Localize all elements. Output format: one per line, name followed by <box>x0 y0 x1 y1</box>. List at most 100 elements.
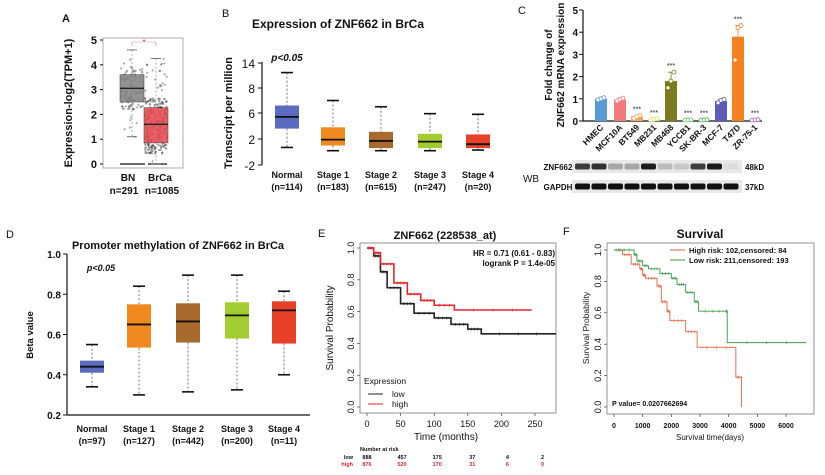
data-point <box>131 103 134 105</box>
logrank-annotation: logrank P = 1.4e-05 <box>482 259 555 268</box>
y-axis-label: Survival Probability <box>581 291 591 364</box>
y-tick-label: 1.0 <box>593 244 603 257</box>
significance-mark: *** <box>684 111 692 118</box>
data-point <box>121 105 124 108</box>
data-point <box>158 100 160 102</box>
p-value-annotation: p<0.05 <box>270 53 303 64</box>
data-point <box>144 147 146 150</box>
replicate-point <box>601 95 607 101</box>
data-point <box>153 103 156 106</box>
risk-value: 876 <box>362 462 371 468</box>
data-point <box>162 145 165 147</box>
data-point <box>151 69 154 72</box>
panel-label-f: F <box>563 226 570 238</box>
chart-title: Survival <box>677 227 724 241</box>
y-tick-label: 14 <box>242 57 256 71</box>
data-point <box>146 71 149 74</box>
significance-mark: *** <box>650 110 658 117</box>
legend-label-high-risk: High risk: 102,censored: 84 <box>689 246 787 255</box>
y-axis-label: Fold change of <box>544 29 555 101</box>
data-point <box>160 147 163 150</box>
y-tick-label: 0.8 <box>346 274 356 287</box>
y-tick-label: 3 <box>572 50 578 61</box>
blot-band <box>624 183 640 190</box>
x-tick-count: (n=114) <box>271 182 302 192</box>
risk-table-title: Number at risk <box>360 447 399 453</box>
x-tick-label: 1000 <box>635 423 651 430</box>
plot-frame <box>359 242 557 414</box>
y-tick-label: 1 <box>91 134 97 146</box>
bar-mb468 <box>665 81 677 121</box>
x-tick-label: 2000 <box>664 423 680 430</box>
data-point <box>121 107 124 110</box>
x-tick-label: 150 <box>460 419 475 429</box>
data-point <box>146 152 149 155</box>
data-point <box>162 58 165 61</box>
data-point <box>161 152 164 155</box>
data-point <box>144 89 147 92</box>
x-tick-label: 50 <box>396 419 406 429</box>
x-tick-label: 200 <box>494 419 509 429</box>
data-point <box>164 146 167 149</box>
data-point <box>150 144 153 147</box>
data-point <box>158 144 161 147</box>
data-point <box>144 149 147 151</box>
box-stage-1-iqr <box>321 127 345 146</box>
y-tick-label: 0 <box>91 159 97 171</box>
data-point <box>128 105 131 108</box>
blot-band <box>608 183 623 190</box>
data-point <box>163 73 166 76</box>
data-point <box>129 126 131 129</box>
data-point <box>122 107 125 110</box>
data-point <box>152 100 155 103</box>
chart-title: ZNF662 (228538_at) <box>394 230 497 242</box>
y-tick-label: 8 <box>248 82 255 96</box>
replicate-point <box>755 117 761 123</box>
blot-band <box>624 163 640 170</box>
x-tick-count: (n=11) <box>271 436 297 446</box>
data-point <box>120 67 123 70</box>
data-point <box>153 147 156 150</box>
data-point <box>131 67 134 70</box>
x-tick-label: Stage 3 <box>221 424 253 434</box>
data-point <box>158 105 161 108</box>
data-point <box>140 70 143 73</box>
replicate-point <box>668 78 674 84</box>
y-tick-label: 0 <box>572 117 578 128</box>
data-point <box>125 71 127 74</box>
replicate-point <box>665 85 671 91</box>
data-point <box>123 128 126 131</box>
x-tick-count: (n=615) <box>365 182 397 192</box>
replicate-point <box>637 113 643 118</box>
y-axis-label: Beta value <box>25 311 36 359</box>
data-point <box>144 150 147 153</box>
box-stage-1-iqr <box>127 304 151 348</box>
data-point <box>157 86 159 89</box>
data-point <box>149 149 152 152</box>
blot-band <box>690 163 706 170</box>
data-point <box>133 69 136 72</box>
x-tick-count: n=291 <box>110 186 139 197</box>
data-point <box>150 150 153 153</box>
x-tick-label: 6000 <box>778 423 794 430</box>
panel-label-c: C <box>518 5 526 17</box>
y-tick-label: 0.6 <box>346 305 356 318</box>
significance-mark: *** <box>700 111 708 118</box>
data-point <box>160 89 163 92</box>
data-point <box>162 145 165 148</box>
blot-strip-znf662 <box>572 160 742 173</box>
data-point <box>145 146 148 149</box>
data-point <box>145 102 147 105</box>
replicate-point <box>732 57 738 63</box>
x-tick-label: Normal <box>271 170 302 180</box>
data-point <box>130 72 133 75</box>
data-point <box>130 116 132 119</box>
data-point <box>151 152 153 155</box>
replicate-point <box>671 69 677 75</box>
risk-row-label: high <box>341 462 353 468</box>
blot-band <box>723 163 739 170</box>
y-axis-label: Survival Probability <box>325 285 336 370</box>
y-axis-label: Transcript per million <box>223 57 235 169</box>
data-point <box>154 148 157 151</box>
y-tick-label: 1.0 <box>346 242 356 255</box>
